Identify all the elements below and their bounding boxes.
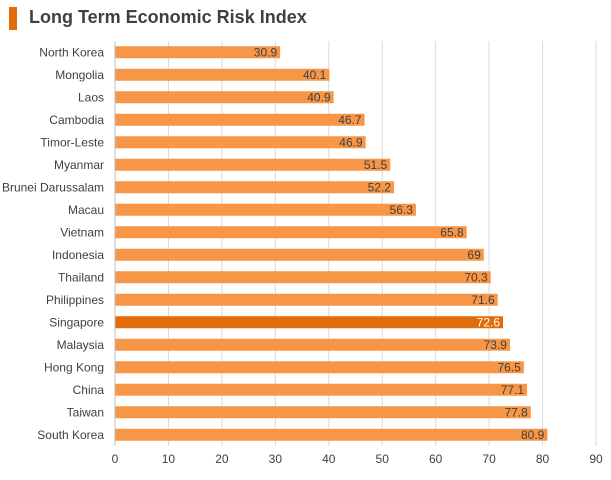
x-tick-label: 70: [482, 452, 496, 466]
data-label: 77.1: [501, 383, 525, 397]
bar: [115, 383, 528, 396]
bar: [115, 271, 491, 284]
chart-header: Long Term Economic Risk Index: [0, 0, 611, 34]
x-tick-label: 60: [429, 452, 443, 466]
data-label: 69: [467, 248, 481, 262]
category-label: Laos: [78, 90, 104, 104]
data-label: 80.9: [521, 428, 545, 442]
bar: [115, 428, 548, 441]
data-label: 73.9: [484, 338, 508, 352]
bar: [115, 46, 281, 59]
bar: [115, 226, 467, 239]
category-label: Philippines: [46, 293, 104, 307]
bar: [115, 203, 416, 216]
data-label: 40.9: [307, 90, 331, 104]
bar: [115, 68, 330, 81]
category-label: Vietnam: [60, 225, 104, 239]
bar: [115, 248, 484, 261]
title-accent-bar: [9, 7, 17, 30]
data-label: 52.2: [368, 180, 392, 194]
category-label: North Korea: [39, 45, 104, 59]
data-label: 71.6: [471, 293, 495, 307]
category-label: China: [73, 383, 105, 397]
data-label: 46.9: [339, 135, 363, 149]
bar: [115, 338, 510, 351]
bar: [115, 113, 365, 126]
category-label: Thailand: [58, 270, 104, 284]
bar: [115, 181, 394, 194]
chart-title: Long Term Economic Risk Index: [29, 7, 307, 27]
category-label: Myanmar: [54, 158, 104, 172]
bar: [115, 316, 504, 329]
category-label: Mongolia: [55, 68, 104, 82]
category-label: Hong Kong: [44, 360, 104, 374]
data-label: 56.3: [390, 203, 414, 217]
data-label: 46.7: [338, 113, 362, 127]
x-tick-label: 80: [536, 452, 550, 466]
data-label: 70.3: [464, 270, 488, 284]
data-label: 72.6: [477, 315, 501, 329]
category-label: South Korea: [37, 428, 104, 442]
x-tick-label: 20: [215, 452, 229, 466]
data-label: 30.9: [254, 45, 278, 59]
bar: [115, 293, 498, 306]
bar: [115, 361, 524, 374]
data-label: 40.1: [303, 68, 327, 82]
x-tick-label: 0: [112, 452, 119, 466]
category-label: Macau: [68, 203, 104, 217]
bar: [115, 158, 391, 171]
data-label: 76.5: [497, 360, 521, 374]
category-label: Cambodia: [49, 113, 104, 127]
category-label: Timor-Leste: [40, 135, 104, 149]
x-tick-label: 10: [162, 452, 176, 466]
x-tick-label: 30: [269, 452, 283, 466]
bar: [115, 406, 531, 419]
category-label: Brunei Darussalam: [2, 180, 104, 194]
data-label: 51.5: [364, 158, 388, 172]
x-tick-label: 50: [376, 452, 390, 466]
bar: [115, 91, 334, 104]
x-tick-label: 40: [322, 452, 336, 466]
data-label: 77.8: [504, 405, 528, 419]
bar: [115, 136, 366, 149]
category-label: Malaysia: [57, 338, 105, 352]
data-label: 65.8: [440, 225, 464, 239]
x-tick-label: 90: [589, 452, 603, 466]
category-label: Indonesia: [52, 248, 104, 262]
category-label: Taiwan: [67, 405, 104, 419]
category-label: Singapore: [49, 315, 104, 329]
